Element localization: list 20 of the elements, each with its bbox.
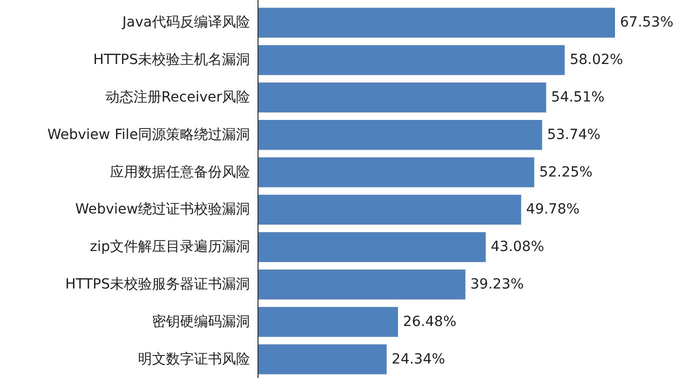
y-tick-label: 明文数字证书风险 bbox=[138, 351, 250, 368]
data-label: 26.48% bbox=[402, 314, 456, 330]
data-label: 52.25% bbox=[539, 164, 593, 180]
y-tick-label: HTTPS未校验主机名漏洞 bbox=[93, 52, 250, 68]
y-tick-label: 动态注册Receiver风险 bbox=[105, 90, 250, 106]
data-label: 58.02% bbox=[570, 52, 624, 68]
data-label: 53.74% bbox=[547, 126, 600, 143]
y-tick-label: HTTPS未校验服务器证书漏洞 bbox=[65, 276, 250, 292]
data-label: 43.08% bbox=[490, 239, 544, 256]
y-tick-label: 应用数据任意备份风险 bbox=[110, 164, 250, 180]
y-tick-label: zip文件解压目录遍历漏洞 bbox=[90, 239, 250, 256]
data-label: 24.34% bbox=[392, 351, 446, 368]
y-tick-label: Webview File同源策略绕过漏洞 bbox=[47, 126, 250, 143]
data-label: 49.78% bbox=[526, 202, 580, 218]
data-label: 67.53% bbox=[620, 14, 674, 31]
y-tick-label: Webview绕过证书校验漏洞 bbox=[75, 202, 250, 218]
data-label: 54.51% bbox=[551, 90, 605, 106]
data-label: 39.23% bbox=[470, 276, 524, 292]
y-tick-label: 密钥硬编码漏洞 bbox=[152, 314, 250, 330]
y-tick-label: Java代码反编译风险 bbox=[121, 14, 250, 31]
